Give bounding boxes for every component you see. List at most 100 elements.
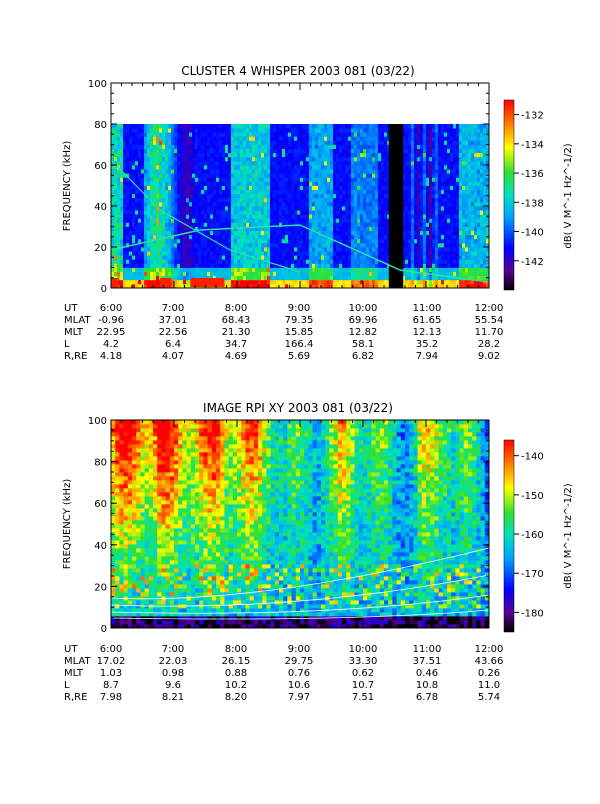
spectrogram-cell	[240, 132, 244, 137]
spectrogram-cell	[141, 173, 145, 178]
spectrogram-cell	[228, 283, 232, 289]
spectrogram-cell	[135, 242, 139, 248]
spectrogram-cell	[129, 165, 133, 170]
spectrogram-cell	[408, 263, 412, 268]
spectrogram-cell	[252, 128, 256, 133]
spectrogram-cell	[198, 242, 202, 248]
spectrogram-cell	[360, 275, 364, 281]
spectrogram-cell	[168, 132, 172, 137]
spectrogram-cell	[165, 230, 169, 236]
spectrogram-cell	[234, 251, 238, 256]
spectrogram-cell	[144, 251, 148, 256]
spectrogram-cell	[213, 234, 217, 240]
spectrogram-cell	[315, 222, 319, 227]
spectrogram-cell	[138, 214, 142, 219]
spectrogram-cell	[318, 177, 322, 182]
spectrogram-cell	[189, 193, 193, 199]
spectrogram-cell	[150, 251, 154, 256]
spectrogram-cell	[384, 206, 388, 211]
spectrogram-cell	[378, 148, 382, 154]
spectrogram-cell	[282, 189, 286, 195]
spectrogram-cell	[219, 251, 223, 256]
spectrogram-cell	[474, 214, 478, 219]
spectrogram-cell	[450, 156, 454, 162]
spectrogram-cell	[111, 242, 115, 248]
spectrogram-cell	[336, 222, 340, 227]
spectrogram-cell	[441, 136, 445, 141]
spectrogram-cell	[186, 263, 190, 268]
spectrogram-cell	[225, 214, 229, 219]
spectrogram-cell	[264, 230, 268, 236]
spectrogram-cell	[162, 181, 166, 186]
spectrogram-cell	[240, 206, 244, 211]
spectrogram-cell	[207, 275, 211, 281]
spectrogram-cell	[300, 156, 304, 162]
spectrogram-cell	[324, 181, 328, 186]
spectrogram-cell	[300, 263, 304, 268]
spectrogram-cell	[282, 124, 286, 129]
spectrogram-cell	[144, 189, 148, 195]
spectrogram-cell	[435, 279, 439, 285]
spectrogram-cell	[153, 144, 157, 149]
spectrogram-cell	[426, 255, 430, 260]
spectrogram-cell	[465, 193, 469, 199]
spectrogram-cell	[375, 238, 379, 244]
spectrogram-cell	[351, 132, 355, 137]
spectrogram-cell	[171, 251, 175, 256]
spectrogram-cell	[279, 222, 283, 227]
spectrogram-cell	[138, 242, 142, 248]
spectrogram-cell	[282, 136, 286, 141]
spectrogram-cell	[315, 206, 319, 211]
spectrogram-cell	[195, 238, 199, 244]
spectrogram-cell	[309, 251, 313, 256]
spectrogram-cell	[189, 275, 193, 281]
spectrogram-cell	[369, 234, 373, 240]
spectrogram-cell	[210, 222, 214, 227]
spectrogram-cell	[309, 160, 313, 166]
spectrogram-cell	[378, 234, 382, 240]
spectrogram-cell	[426, 169, 430, 174]
spectrogram-cell	[252, 222, 256, 227]
spectrogram-cell	[180, 238, 184, 244]
spectrogram-cell	[117, 132, 121, 137]
spectrogram-cell	[192, 193, 196, 199]
spectrogram-cell	[153, 136, 157, 141]
spectrogram-cell	[480, 124, 484, 129]
spectrogram-cell	[333, 136, 337, 141]
spectrogram-cell	[360, 144, 364, 149]
spectrogram-cell	[435, 263, 439, 268]
spectrogram-cell	[177, 136, 181, 141]
spectrogram-cell	[189, 173, 193, 178]
spectrogram-cell	[306, 201, 310, 207]
spectrogram-cell	[147, 177, 151, 182]
spectrogram-cell	[357, 185, 361, 190]
spectrogram-cell	[204, 255, 208, 260]
spectrogram-cell	[264, 193, 268, 199]
spectrogram-cell	[423, 177, 427, 182]
spectrogram-cell	[153, 189, 157, 195]
spectrogram-cell	[159, 160, 163, 166]
spectrogram-cell	[477, 169, 481, 174]
spectrogram-cell	[387, 144, 391, 149]
spectrogram-cell	[447, 169, 451, 174]
spectrogram-cell	[249, 152, 253, 158]
spectrogram-cell	[189, 148, 193, 154]
spectrogram-cell	[129, 279, 133, 285]
spectrogram-cell	[225, 230, 229, 236]
spectrogram-cell	[135, 185, 139, 190]
spectrogram-cell	[276, 197, 280, 203]
spectrogram-cell	[285, 181, 289, 186]
spectrogram-cell	[249, 214, 253, 219]
spectrogram-cell	[354, 140, 358, 145]
spectrogram-cell	[477, 177, 481, 182]
spectrogram-cell	[186, 247, 190, 252]
spectrogram-cell	[162, 251, 166, 256]
spectrogram-cell	[144, 279, 148, 285]
spectrogram-cell	[333, 283, 337, 289]
spectrogram-cell	[321, 201, 325, 207]
spectrogram-cell	[318, 181, 322, 186]
spectrogram-cell	[360, 259, 364, 264]
spectrogram-cell	[417, 218, 421, 223]
spectrogram-cell	[471, 132, 475, 137]
spectrogram-cell	[156, 226, 160, 231]
